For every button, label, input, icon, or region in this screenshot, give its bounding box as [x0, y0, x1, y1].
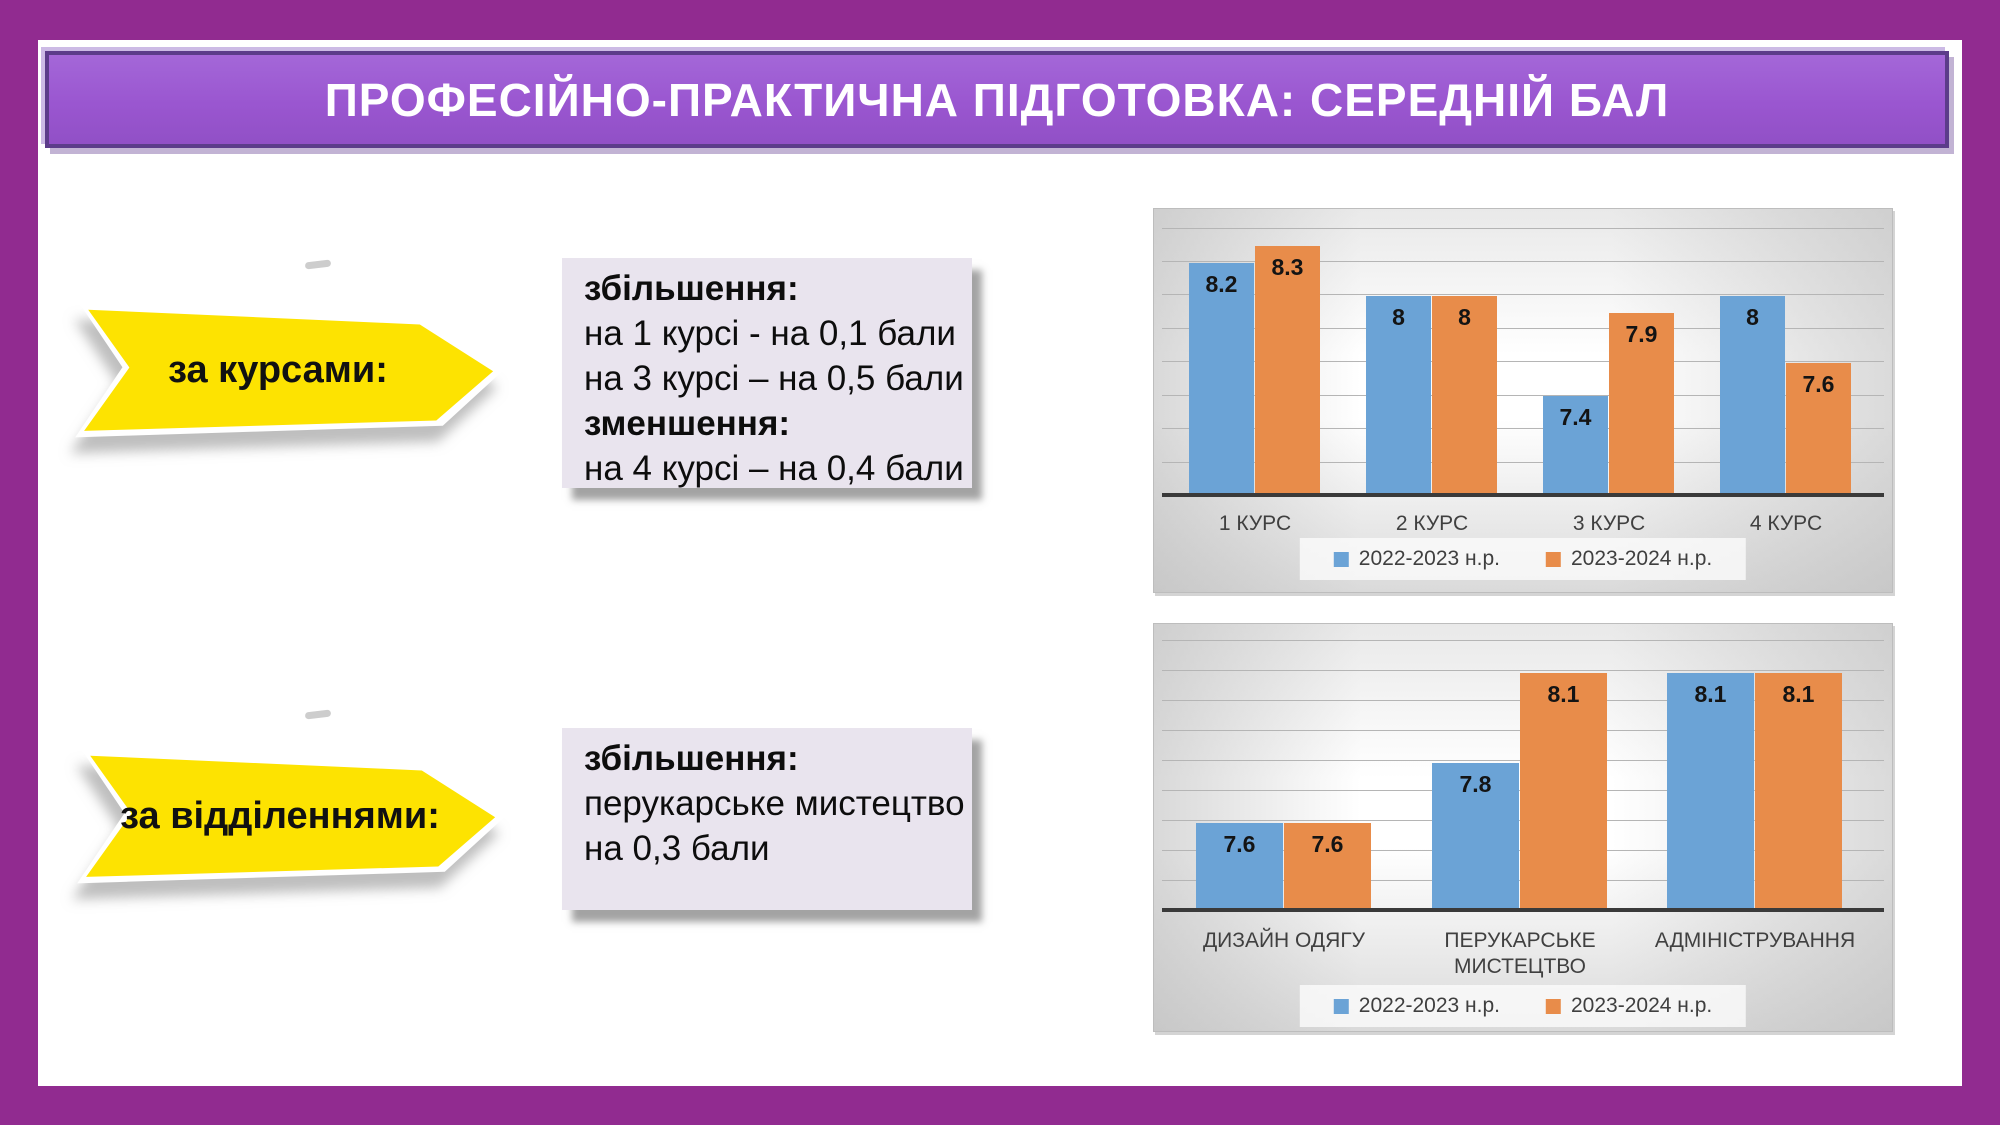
category-label: 4 КУРС [1749, 512, 1823, 535]
bar-value-label: 8.3 [1271, 254, 1304, 280]
bar-2022-2023 н.р.-4 КУРС: 8 [1720, 296, 1785, 495]
bar-2023-2024 н.р.-АДМІНІСТРУВАННЯ: 8.1 [1755, 673, 1842, 910]
decor-dash [304, 709, 332, 720]
arrow-courses: за курсами: [73, 302, 503, 438]
bar-2023-2024 н.р.-4 КУРС: 7.6 [1786, 363, 1851, 495]
chart-legend: 2022-2023 н.р. 2023-2024 н.р. [1299, 985, 1747, 1027]
legend-item: 2023-2024 н.р. [1546, 547, 1712, 571]
bar-value-label: 8 [1746, 304, 1759, 330]
bar-value-label: 8.1 [1694, 681, 1727, 707]
arrow-fill [86, 755, 496, 877]
bar-value-label: 7.6 [1802, 371, 1835, 397]
chart-legend: 2022-2023 н.р. 2023-2024 н.р. [1299, 538, 1747, 580]
note-line: на 0,3 бали [584, 829, 770, 868]
legend-label: 2022-2023 н.р. [1358, 994, 1500, 1017]
page-title: ПРОФЕСІЙНО-ПРАКТИЧНА ПІДГОТОВКА: СЕРЕДНІ… [324, 73, 1670, 126]
arrow-departments: за відділеннями: [75, 748, 505, 884]
bar-2022-2023 н.р.-1 КУРС: 8.2 [1189, 263, 1254, 495]
decor-dash [304, 259, 332, 270]
gridline [1162, 670, 1884, 671]
bar-value-label: 7.8 [1459, 771, 1492, 797]
note-line: перукарське мистецтво [584, 784, 965, 823]
x-axis-line [1162, 493, 1884, 497]
gridline [1162, 640, 1884, 641]
bar-value-label: 7.9 [1625, 321, 1658, 347]
arrow-courses-label: за курсами: [168, 348, 388, 391]
gridline [1162, 462, 1884, 463]
bar-value-label: 7.6 [1311, 831, 1344, 857]
legend-label: 2022-2023 н.р. [1358, 547, 1500, 570]
legend-swatch [1333, 998, 1349, 1014]
arrow-departments-label: за відділеннями: [120, 794, 440, 837]
gridline [1162, 228, 1884, 229]
note-line: збільшення: [584, 269, 799, 308]
category-label: АДМІНІСТРУВАННЯ [1654, 929, 1856, 952]
legend-label: 2023-2024 н.р. [1571, 547, 1713, 570]
gridline [1162, 294, 1884, 295]
gridline [1162, 395, 1884, 396]
note-line: зменшення: [584, 404, 791, 443]
x-axis-line [1162, 908, 1884, 912]
bar-value-label: 8 [1392, 304, 1405, 330]
bar-value-label: 8 [1458, 304, 1471, 330]
bar-2023-2024 н.р.-ДИЗАЙН ОДЯГУ: 7.6 [1284, 823, 1371, 910]
legend-label: 2023-2024 н.р. [1571, 994, 1713, 1017]
bar-2022-2023 н.р.-2 КУРС: 8 [1366, 296, 1431, 495]
gridline [1162, 328, 1884, 329]
note-line: збільшення: [584, 739, 799, 778]
legend-swatch [1546, 551, 1561, 567]
gridline [1162, 261, 1884, 262]
arrow-fill [84, 309, 494, 431]
category-label: 2 КУРС [1395, 512, 1469, 535]
bar-2023-2024 н.р.-2 КУРС: 8 [1432, 296, 1497, 495]
bar-2023-2024 н.р.-ПЕРУКАРСЬКЕ МИСТЕЦТВО: 8.1 [1520, 673, 1607, 910]
note-line: на 3 курсі – на 0,5 бали [584, 359, 964, 398]
note-line: на 4 курсі – на 0,4 бали [584, 449, 964, 488]
note-line: на 1 курсі - на 0,1 бали [584, 314, 956, 353]
bar-value-label: 8.1 [1782, 681, 1815, 707]
category-label: ДИЗАЙН ОДЯГУ [1202, 929, 1366, 952]
bar-value-label: 7.6 [1223, 831, 1256, 857]
legend-item: 2022-2023 н.р. [1333, 547, 1500, 571]
gridline [1162, 428, 1884, 429]
legend-swatch [1333, 551, 1349, 567]
bar-2022-2023 н.р.-ПЕРУКАРСЬКЕ МИСТЕЦТВО: 7.8 [1432, 763, 1519, 910]
legend-item: 2023-2024 н.р. [1546, 994, 1712, 1018]
legend-item: 2022-2023 н.р. [1333, 994, 1500, 1018]
legend-swatch [1546, 998, 1561, 1014]
bar-2023-2024 н.р.-1 КУРС: 8.3 [1255, 246, 1320, 495]
bar-value-label: 8.1 [1547, 681, 1580, 707]
bar-2022-2023 н.р.-3 КУРС: 7.4 [1543, 396, 1608, 495]
gridline [1162, 361, 1884, 362]
bar-value-label: 8.2 [1205, 271, 1238, 297]
note-box-courses: збільшення: на 1 курсі - на 0,1 бали на 3 … [562, 258, 972, 488]
chart-by-course: 8.2 8 7.4 8 8.3 8 7.9 7.6 1 КУРС 2 КУРС 3 КУРС 4 КУ… [1153, 208, 1893, 593]
note-box-departments: збільшення: перукарське мистецтво на 0,3 б… [562, 728, 972, 910]
title-banner: ПРОФЕСІЙНО-ПРАКТИЧНА ПІДГОТОВКА: СЕРЕДНІ… [45, 51, 1949, 148]
bar-2022-2023 н.р.-АДМІНІСТРУВАННЯ: 8.1 [1667, 673, 1754, 910]
slide-canvas: ПРОФЕСІЙНО-ПРАКТИЧНА ПІДГОТОВКА: СЕРЕДНІ… [38, 40, 1962, 1086]
bar-2023-2024 н.р.-3 КУРС: 7.9 [1609, 313, 1674, 495]
bar-2022-2023 н.р.-ДИЗАЙН ОДЯГУ: 7.6 [1196, 823, 1283, 910]
bar-value-label: 7.4 [1559, 404, 1592, 430]
category-label: ПЕРУКАРСЬКЕ МИСТЕЦТВО [1444, 929, 1596, 978]
category-label: 3 КУРС [1572, 512, 1646, 535]
category-label: 1 КУРС [1218, 512, 1292, 535]
chart-by-department: 7.6 7.8 8.1 7.6 8.1 8.1 ДИЗАЙН ОДЯГУ ПЕРУКАРСЬК… [1153, 623, 1893, 1032]
